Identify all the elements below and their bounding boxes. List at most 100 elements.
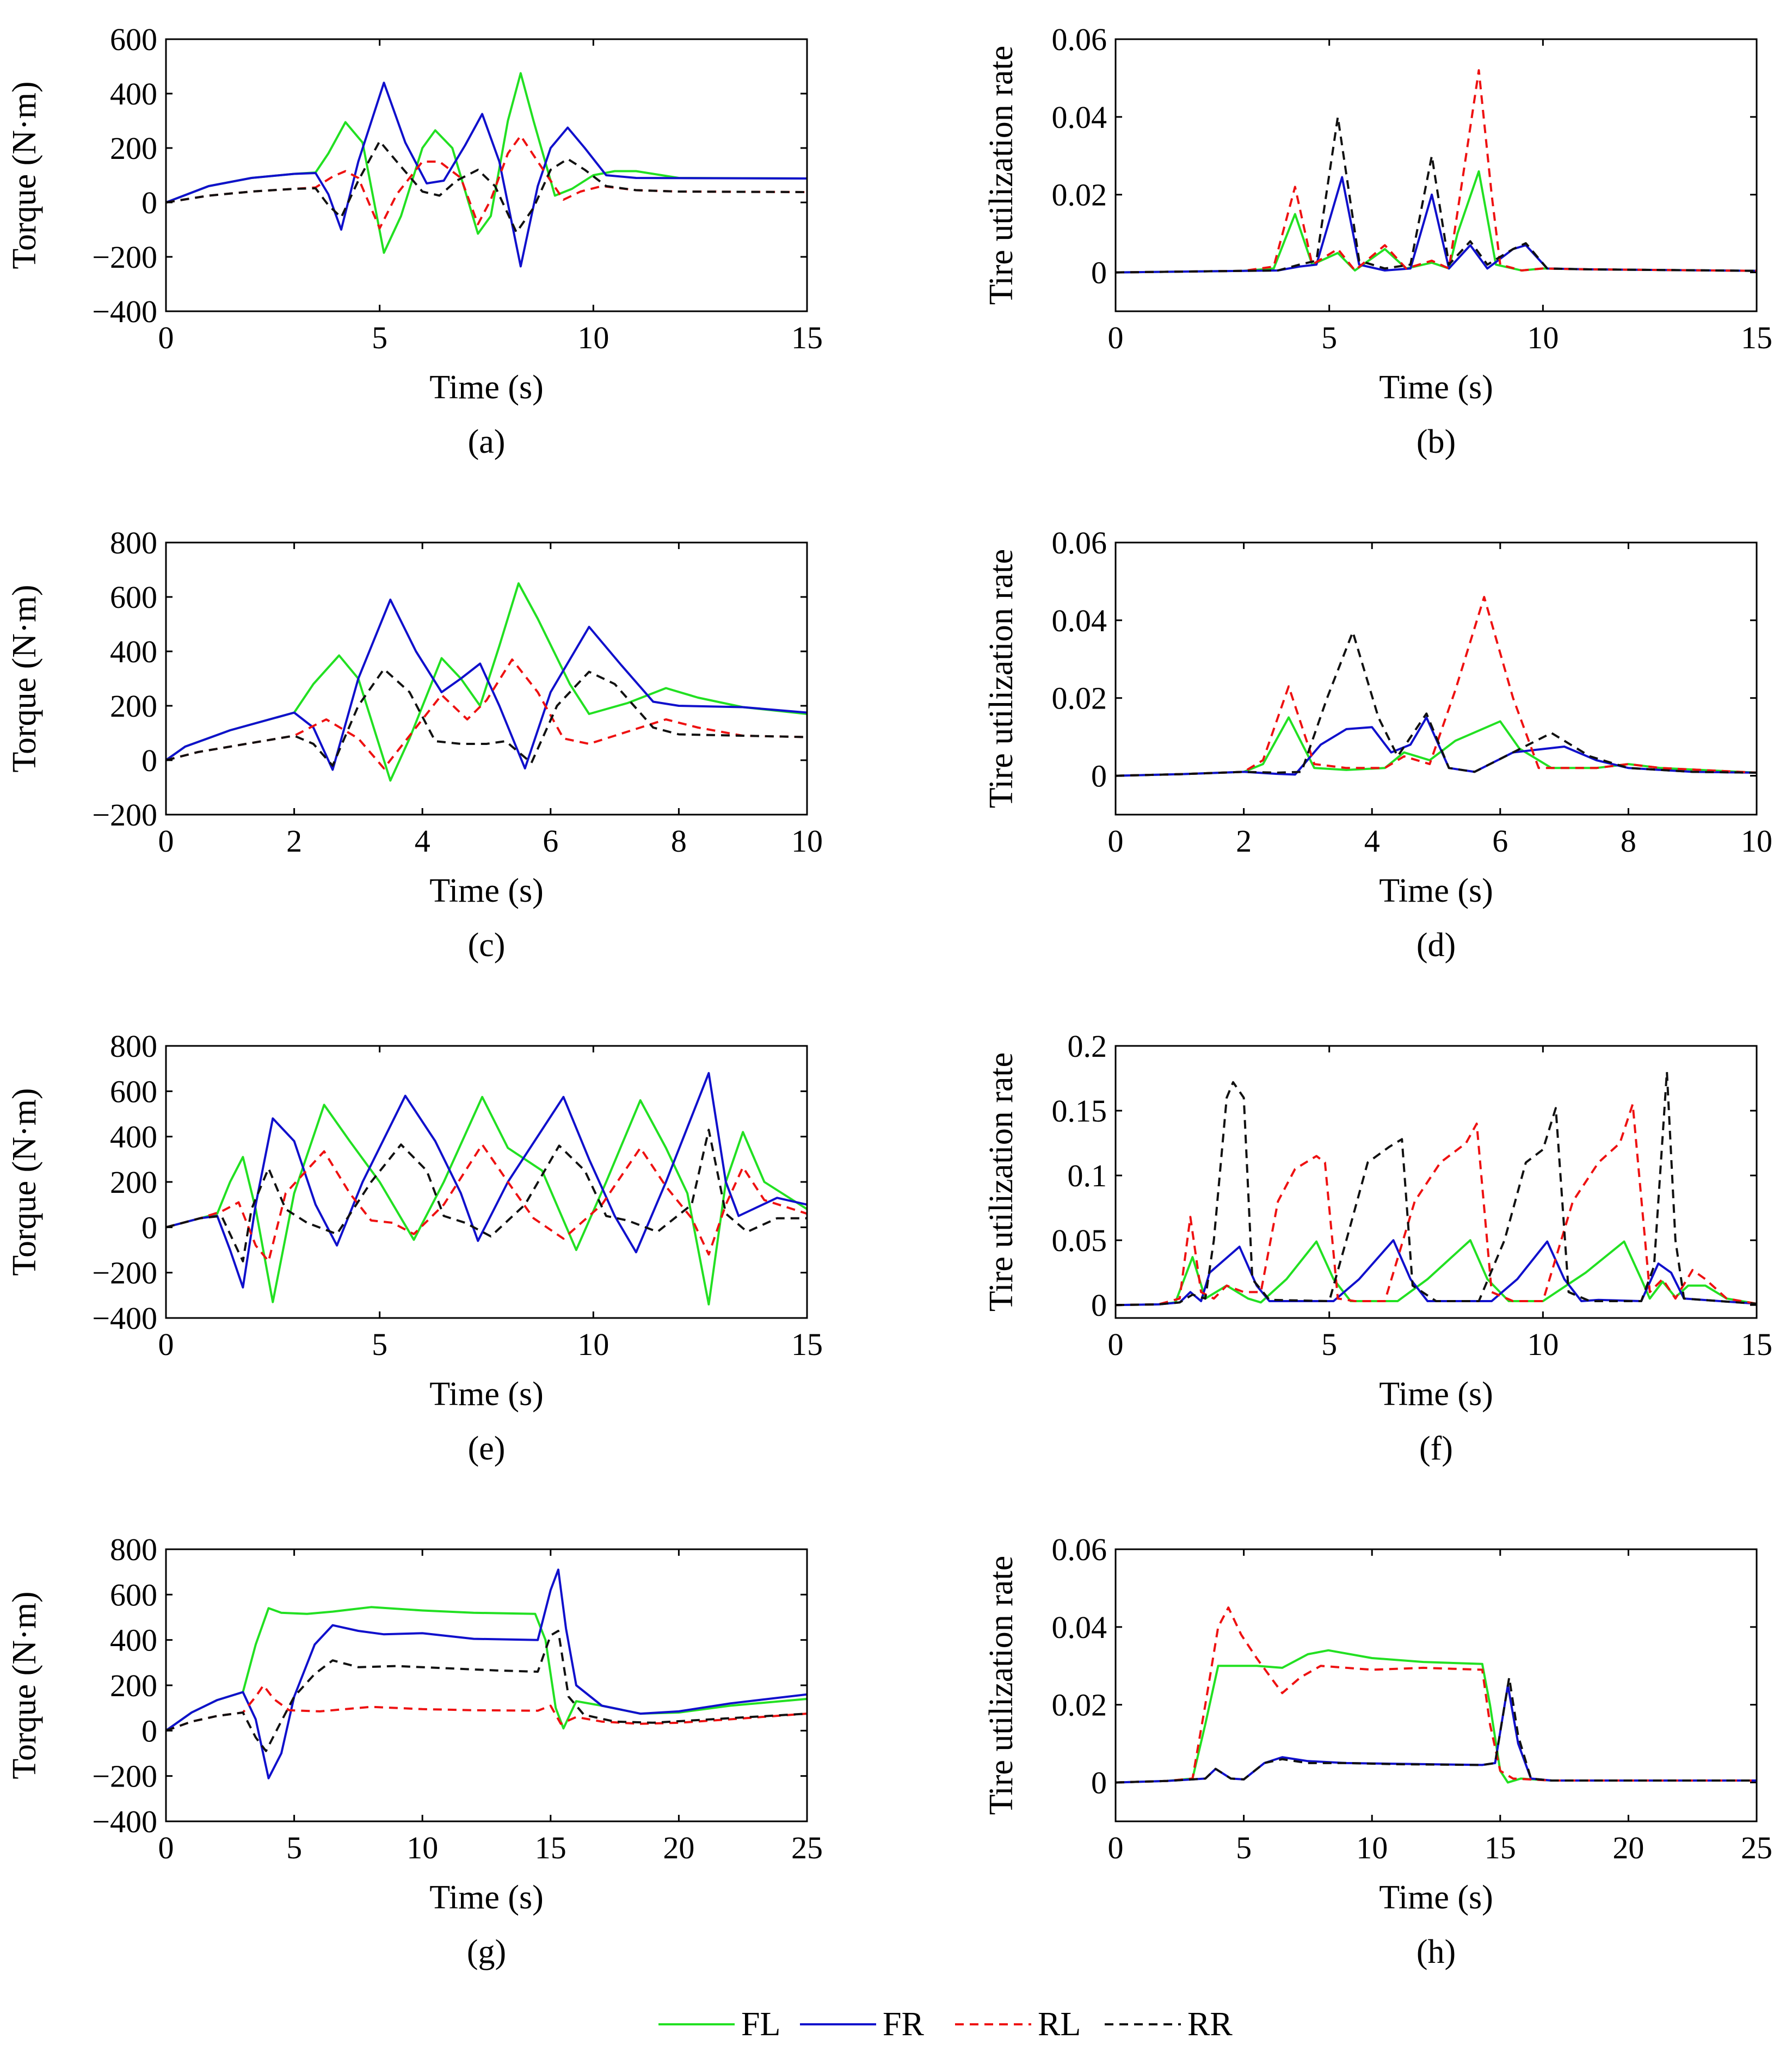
y-tick-label: 400 bbox=[110, 1119, 157, 1155]
x-tick-label: 15 bbox=[1485, 1830, 1516, 1865]
y-tick-label: 0.04 bbox=[1052, 100, 1107, 135]
y-tick-label: −400 bbox=[92, 1804, 157, 1839]
x-tick-label: 10 bbox=[1741, 823, 1772, 859]
panel-label: (d) bbox=[1417, 927, 1456, 964]
y-tick-label: 800 bbox=[110, 525, 157, 560]
y-axis-label: Torque (N·m) bbox=[6, 1088, 43, 1276]
y-axis-label: Tire utilization rate bbox=[983, 1052, 1020, 1311]
x-axis-label: Time (s) bbox=[429, 1376, 544, 1413]
x-tick-label: 0 bbox=[158, 1327, 174, 1362]
x-tick-label: 10 bbox=[577, 320, 609, 355]
y-tick-label: 200 bbox=[110, 1165, 157, 1200]
x-tick-label: 5 bbox=[1321, 320, 1337, 355]
y-tick-label: 600 bbox=[110, 1577, 157, 1612]
x-tick-label: 25 bbox=[1741, 1830, 1772, 1865]
series-line-rl bbox=[166, 1684, 807, 1732]
chart-panel-f: 0 5 10 15 0 0.05 0.1 0.15 0.2 Time (s) Tire utiliz… bbox=[983, 1028, 1772, 1467]
y-tick-label: 800 bbox=[110, 1532, 157, 1567]
x-axis-label: Time (s) bbox=[429, 1879, 544, 1916]
y-tick-label: 0.04 bbox=[1052, 603, 1107, 638]
x-tick-label: 8 bbox=[671, 823, 687, 859]
x-tick-label: 8 bbox=[1621, 823, 1636, 859]
x-tick-label: 15 bbox=[535, 1830, 566, 1865]
y-tick-label: 600 bbox=[110, 1074, 157, 1109]
y-tick-label: 600 bbox=[110, 22, 157, 57]
x-tick-label: 20 bbox=[663, 1830, 694, 1865]
y-tick-label: 0 bbox=[141, 743, 157, 778]
x-tick-label: 2 bbox=[286, 823, 302, 859]
series-line-rr bbox=[166, 1630, 807, 1752]
y-tick-label: 600 bbox=[110, 580, 157, 615]
series-line-fr bbox=[166, 1072, 807, 1289]
chart-panel-e: 0 5 10 15 −400 −200 0 200 400 600 800 Time (s) Torqu… bbox=[6, 1028, 823, 1467]
chart-panel-a: 0 5 10 15 −400 −200 0 200 400 600 Time (s) Torque (… bbox=[6, 22, 823, 460]
y-tick-label: 0 bbox=[141, 1713, 157, 1748]
y-tick-label: 0.02 bbox=[1052, 681, 1107, 716]
x-tick-label: 0 bbox=[1108, 1327, 1124, 1362]
y-tick-label: −200 bbox=[92, 797, 157, 833]
x-tick-label: 4 bbox=[1364, 823, 1380, 859]
x-tick-label: 10 bbox=[577, 1327, 609, 1362]
x-tick-label: 10 bbox=[1527, 320, 1559, 355]
y-tick-label: 0.04 bbox=[1052, 1610, 1107, 1645]
y-tick-label: 0 bbox=[141, 1210, 157, 1245]
y-tick-label: −400 bbox=[92, 1301, 157, 1336]
series-line-rl bbox=[166, 1143, 807, 1262]
panel-label: (a) bbox=[468, 423, 506, 460]
x-tick-label: 10 bbox=[1527, 1327, 1559, 1362]
x-axis-label: Time (s) bbox=[1379, 1879, 1493, 1916]
y-tick-label: 200 bbox=[110, 131, 157, 166]
x-tick-label: 10 bbox=[1356, 1830, 1388, 1865]
panel-label: (f) bbox=[1419, 1430, 1453, 1467]
series-line-fr bbox=[1116, 716, 1757, 777]
series-line-fr bbox=[166, 1568, 807, 1779]
legend-label-rl: RL bbox=[1038, 2006, 1081, 2043]
x-tick-label: 0 bbox=[158, 1830, 174, 1865]
series-line-rr bbox=[1116, 1070, 1757, 1307]
y-axis-label: Torque (N·m) bbox=[6, 584, 43, 772]
y-tick-label: 800 bbox=[110, 1028, 157, 1064]
series-line-rr bbox=[1116, 115, 1757, 274]
chart-panel-g: 0 5 10 15 20 25 −400 −200 0 200 400 600 800 Time (s) T… bbox=[6, 1532, 823, 1970]
x-axis-label: Time (s) bbox=[1379, 1376, 1493, 1413]
chart-panel-b: 0 5 10 15 0 0.02 0.04 0.06 Time (s) Tire utilizat… bbox=[983, 22, 1772, 460]
legend: FL FR RL RR bbox=[658, 2006, 1233, 2043]
series-line-rr bbox=[1116, 1676, 1757, 1784]
axes-box bbox=[1114, 1045, 1758, 1319]
legend-label-fl: FL bbox=[741, 2006, 780, 2043]
y-tick-label: 0.06 bbox=[1052, 22, 1107, 57]
series-line-fl bbox=[1116, 716, 1757, 777]
series-line-rr bbox=[166, 668, 807, 767]
series-line-fl bbox=[1116, 1649, 1757, 1784]
y-tick-label: 0.02 bbox=[1052, 177, 1107, 213]
y-tick-label: 0 bbox=[1091, 1765, 1107, 1801]
y-tick-label: 400 bbox=[110, 634, 157, 669]
x-tick-label: 5 bbox=[1236, 1830, 1252, 1865]
y-axis-label: Tire utilization rate bbox=[983, 549, 1020, 808]
y-tick-label: 0 bbox=[141, 185, 157, 220]
x-tick-label: 5 bbox=[372, 320, 387, 355]
legend-label-fr: FR bbox=[883, 2006, 924, 2043]
y-tick-label: 0.1 bbox=[1068, 1158, 1107, 1193]
x-axis-label: Time (s) bbox=[429, 872, 544, 909]
series-line-rl bbox=[1116, 1606, 1757, 1784]
y-tick-label: 400 bbox=[110, 1623, 157, 1658]
panel-label: (h) bbox=[1417, 1933, 1456, 1970]
y-axis-label: Torque (N·m) bbox=[6, 1591, 43, 1779]
x-tick-label: 5 bbox=[286, 1830, 302, 1865]
x-tick-label: 6 bbox=[543, 823, 558, 859]
panel-label: (g) bbox=[467, 1933, 506, 1970]
series-line-rl bbox=[1116, 1103, 1757, 1307]
axes-box bbox=[165, 541, 808, 816]
y-tick-label: 0.06 bbox=[1052, 1532, 1107, 1567]
y-tick-label: −200 bbox=[92, 1759, 157, 1794]
panel-label: (e) bbox=[468, 1430, 506, 1467]
x-tick-label: 5 bbox=[1321, 1327, 1337, 1362]
y-tick-label: 0.06 bbox=[1052, 525, 1107, 560]
series-line-rl bbox=[1116, 69, 1757, 274]
series-line-rl bbox=[166, 658, 807, 769]
series-line-rr bbox=[166, 1129, 807, 1262]
x-tick-label: 15 bbox=[1741, 320, 1772, 355]
